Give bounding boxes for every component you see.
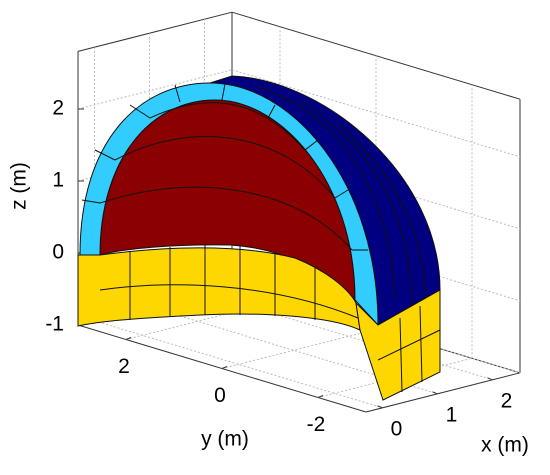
box-edge [365,372,521,413]
z-tick-label: 0 [52,241,64,264]
z-tick-label: 1 [52,169,64,192]
grid-line [77,69,233,110]
z-tick-label: -1 [45,313,64,336]
z-axis-label: z (m) [8,162,31,210]
box-edge [77,11,233,52]
z-tick-label: 2 [52,97,64,120]
x-tick-label: 2 [501,389,513,412]
grid-line [221,328,377,369]
x-tick [432,391,438,395]
y-tick [317,395,324,398]
y-tick [125,337,132,340]
mesh [81,83,441,393]
y-tick-label: -2 [307,413,326,436]
x-tick [377,405,383,409]
box-edge [231,11,521,100]
x-tick [487,377,493,381]
x-axis-label: x (m) [481,434,529,457]
grid-line [317,357,473,398]
y-tick-label: 0 [214,384,226,407]
tunnel-surface [77,75,441,401]
x-tick-label: 1 [446,403,458,426]
side-wall [355,289,441,401]
y-tick-label: 2 [118,355,130,378]
x-tick-label: 0 [391,417,403,440]
y-axis-label: y (m) [201,428,249,451]
y-tick [221,366,228,369]
